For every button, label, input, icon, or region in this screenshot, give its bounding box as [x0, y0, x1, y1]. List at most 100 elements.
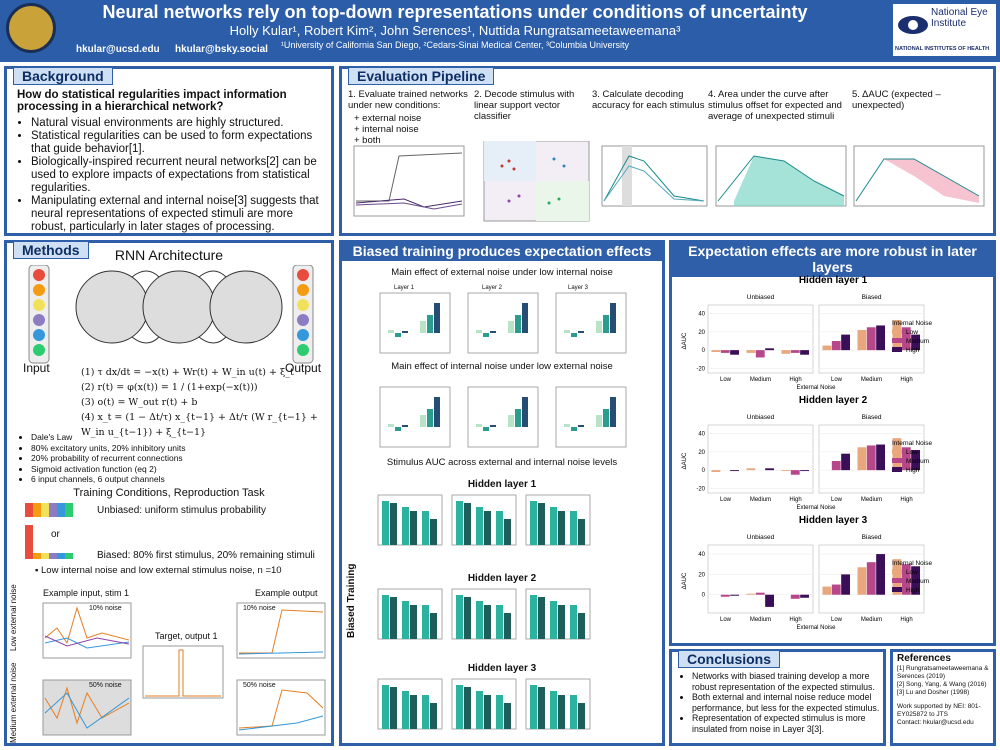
bar — [911, 566, 920, 595]
x-tick-label: High — [789, 617, 801, 623]
mini-bar — [515, 315, 521, 333]
rnn-diagram — [28, 265, 314, 364]
legend-title: Internal Noise — [892, 560, 932, 567]
pipeline-figures — [353, 141, 985, 222]
chart-title: Hidden layer 2 — [799, 395, 868, 406]
bullet: Sigmoid activation function (eq 2) — [31, 464, 186, 475]
mini-bar — [522, 303, 528, 333]
bar — [831, 584, 841, 595]
panel-frame — [818, 544, 925, 614]
mini-bar — [382, 501, 389, 545]
bar — [730, 594, 739, 596]
biased-panel: Biased training produces expectation eff… — [339, 240, 665, 746]
input-label: Input — [23, 361, 50, 375]
mini-bar — [476, 424, 482, 427]
bar — [876, 444, 885, 471]
chart: Hidden layer 3 ΔAUC Unbiased 0 20 40 Low Medium… — [682, 515, 932, 631]
legend-label: High — [906, 467, 920, 474]
mini-bar — [504, 613, 511, 639]
mini-bar — [484, 695, 491, 729]
nei-box: National Eye Institute NATIONAL INSTITUT… — [893, 4, 996, 56]
bar — [800, 350, 809, 355]
mini-bar — [483, 427, 489, 431]
y-tick-label: 40 — [698, 432, 705, 438]
mini-bar — [538, 597, 545, 639]
legend-label: Low — [906, 329, 918, 336]
mini-bar — [496, 511, 503, 545]
x-axis-label: External Noise — [796, 625, 836, 631]
mini-bar — [610, 397, 616, 427]
mini-bar — [388, 424, 394, 427]
x-axis-label: External Noise — [796, 385, 836, 391]
panel-frame — [707, 304, 814, 374]
bar — [790, 350, 800, 353]
mini-bar — [504, 519, 511, 545]
or-label: or — [51, 529, 60, 540]
mini-bar — [550, 601, 557, 639]
legend-swatch — [892, 338, 902, 343]
legend-swatch — [892, 587, 902, 592]
bar — [901, 447, 911, 471]
panel-title: Biased — [862, 414, 882, 421]
bar — [765, 348, 774, 351]
mini-bar — [382, 685, 389, 729]
mini-axes — [555, 386, 627, 448]
bar — [765, 468, 774, 471]
mini-bar — [596, 415, 602, 427]
bullet: Dale's Law — [31, 432, 186, 443]
pipeline-panel: Evaluation Pipeline 1. Evaluate trained … — [339, 66, 996, 236]
hidden-title: Hidden layer 1 — [467, 479, 537, 490]
y-tick-label: -20 — [696, 486, 705, 492]
mini-bar — [522, 397, 528, 427]
bar — [800, 470, 809, 472]
mini-bar — [530, 501, 537, 545]
y-tick-label: 0 — [702, 348, 706, 354]
bar — [746, 593, 756, 595]
x-tick-label: Low — [831, 497, 843, 503]
mini-bar — [496, 695, 503, 729]
mini-bar — [570, 511, 577, 545]
step: 3. Calculate decoding accuracy for each … — [592, 89, 705, 111]
noise-label: ▪ Low internal noise and low external st… — [35, 565, 282, 576]
bullet: 20% probability of recurrent connections — [31, 453, 186, 464]
nih: NATIONAL INSTITUTES OF HEALTH — [895, 46, 990, 52]
eye-logo — [898, 16, 928, 34]
methods-panel: Methods RNN Architecture Input Output (1… — [4, 240, 334, 746]
x-axis-label: External Noise — [796, 505, 836, 511]
mini-axes — [379, 386, 451, 448]
noise50: 50% noise — [243, 682, 276, 689]
bar — [892, 559, 902, 595]
bar — [755, 592, 765, 595]
expect-panel: Expectation effects are more robust in l… — [669, 240, 996, 646]
x-tick-label: High — [900, 497, 912, 503]
mini-bar — [402, 331, 408, 333]
y-axis-label: ΔAUC — [682, 572, 688, 589]
bar — [857, 567, 867, 595]
step: 2. Decode stimulus with linear support v… — [474, 89, 575, 122]
equations: (1) τ dx/dt = −x(t) + Wr(t) + W_in u(t) … — [81, 365, 331, 440]
bar — [755, 350, 765, 358]
legend-label: High — [906, 587, 920, 594]
mini-bar — [483, 333, 489, 337]
bar — [822, 586, 832, 595]
panel-title: Unbiased — [747, 414, 775, 421]
mini-bar — [538, 503, 545, 545]
mini-axes — [467, 292, 539, 354]
equation: (4) x_t = (1 − Δt/τ) x_{t−1} + Δt/τ (W r… — [81, 412, 318, 438]
legend-swatch — [892, 569, 902, 574]
condition: + external noise — [354, 113, 422, 124]
output-column — [292, 265, 314, 364]
y-tick-label: 20 — [698, 572, 705, 578]
panel-frame — [818, 304, 925, 374]
y-tick-label: 20 — [698, 330, 705, 336]
subtitle: Main effect of external noise under low … — [391, 267, 613, 278]
bullets: Dale's Law 80% excitatory units, 20% inh… — [17, 432, 186, 485]
bar — [730, 470, 739, 472]
mini-bar — [558, 511, 565, 545]
mini-bar — [564, 330, 570, 333]
layer-title: Layer 3 — [568, 285, 589, 291]
chart: Hidden layer 2 ΔAUC Unbiased -20 0 20 40 Low Med… — [682, 395, 932, 511]
bar — [841, 574, 850, 595]
x-tick-label: Low — [831, 617, 843, 623]
